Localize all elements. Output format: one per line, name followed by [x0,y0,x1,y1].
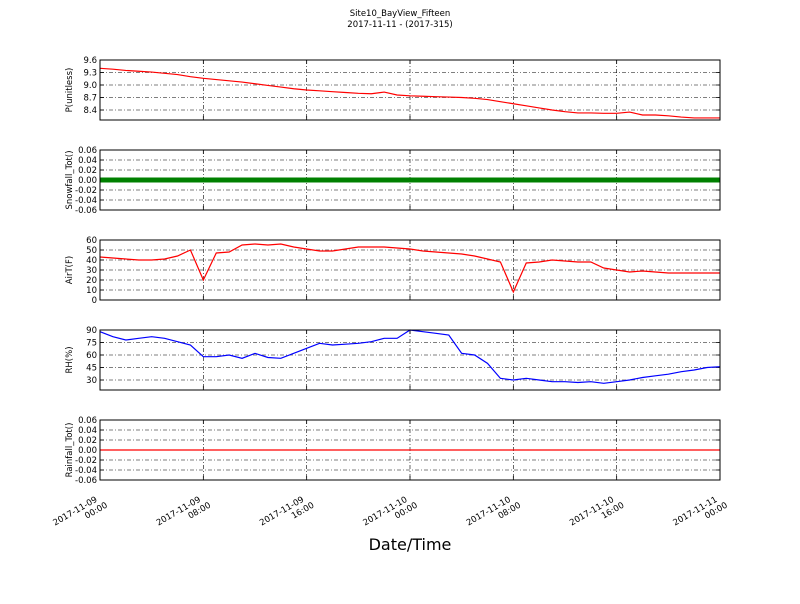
y-tick-label: 20 [86,276,97,286]
y-tick-label: 30 [86,376,97,386]
y-tick-label: 0.04 [78,426,97,436]
y-tick-label: -0.02 [75,456,97,466]
y-tick-label: 30 [86,266,97,276]
y-axis-label: RH(%) [65,346,75,373]
data-line [99,243,720,294]
y-tick-label: 8.7 [83,94,97,104]
plot-frame [99,329,721,391]
y-axis-label: P(unitless) [65,68,75,113]
y-tick-label: 75 [86,339,97,349]
plot-frame [99,419,721,481]
plot-frame [99,239,721,301]
y-tick-label: 8.4 [83,106,97,116]
y-tick-label: 10 [86,286,97,296]
chart-subtitle: 2017-11-11 - (2017-315) [347,20,452,30]
y-tick-label: -0.04 [75,466,97,476]
y-tick-label: 0.02 [78,166,97,176]
y-tick-label: 0.04 [78,156,97,166]
y-tick-label: 50 [86,246,97,256]
y-axis-label: Rainfall_Tot() [65,423,75,478]
y-tick-label: 9.0 [83,81,97,91]
panel: -0.06-0.04-0.020.000.020.040.06Snowfall_… [65,146,721,216]
y-tick-label: 0.06 [78,146,97,156]
panel: 30 45 60 75 90 RH(%) [65,326,721,391]
y-tick-label: 45 [86,364,97,374]
y-axis-label: AirT(F) [65,256,75,284]
y-axis-label: Snowfall_Tot() [65,150,75,209]
y-tick-label: -0.02 [75,186,97,196]
y-tick-label: 0 [92,296,97,306]
chart-title: Site10_BayView_Fifteen [350,9,451,19]
y-tick-label: -0.06 [75,476,97,486]
y-tick-label: 0.06 [78,416,97,426]
y-tick-label: -0.04 [75,196,97,206]
panel: 8.4 8.7 9.0 9.3 9.6 P(unitless) [65,56,721,121]
y-tick-label: -0.06 [75,206,97,216]
y-tick-label: 0.00 [78,446,97,456]
y-tick-label: 60 [86,236,97,246]
data-line [99,67,720,119]
y-tick-label: 0.02 [78,436,97,446]
panel: -0.06-0.04-0.020.000.020.040.06Rainfall_… [65,416,721,486]
plot-frame [99,59,721,121]
y-tick-label: 9.3 [83,69,97,79]
y-tick-label: 90 [86,326,97,336]
y-tick-label: 40 [86,256,97,266]
y-tick-label: 0.00 [78,176,97,186]
y-tick-label: 60 [86,351,97,361]
y-tick-label: 9.6 [83,56,97,66]
plot-frame [99,149,721,211]
x-axis-label: Date/Time [369,535,452,554]
